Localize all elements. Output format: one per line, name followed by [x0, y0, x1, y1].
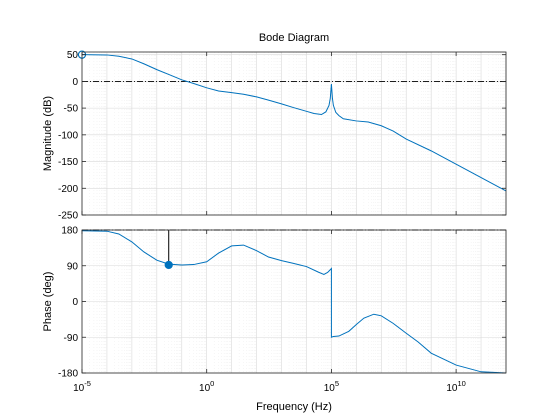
magnitude-y-ticks: 50 0 -50 -100 -150 -200 -250 — [58, 50, 506, 222]
magnitude-y-tick-label: -100 — [58, 130, 78, 141]
magnitude-y-tick-label: 0 — [72, 77, 78, 88]
magnitude-series-line — [81, 54, 507, 192]
x-tick-label: 105 — [324, 379, 339, 394]
x-tick-label: 1010 — [446, 379, 465, 394]
magnitude-x-ticks — [81, 52, 457, 215]
phase-y-tick-label: 0 — [72, 297, 78, 308]
magnitude-grid — [81, 52, 507, 216]
phase-y-tick-label: -180 — [58, 369, 78, 380]
phase-marker — [164, 230, 173, 270]
magnitude-panel: 50 0 -50 -100 -150 -200 -250 Magnitude (dB) — [42, 50, 507, 222]
phase-marker-point — [164, 260, 173, 270]
chart-title: Bode Diagram — [259, 32, 329, 44]
magnitude-y-tick-label: 50 — [67, 50, 79, 61]
magnitude-y-axis-label: Magnitude (dB) — [42, 96, 54, 171]
magnitude-y-tick-label: -250 — [58, 211, 78, 222]
phase-y-tick-label: 90 — [67, 261, 79, 272]
phase-y-tick-label: -90 — [64, 333, 79, 344]
phase-y-ticks: 180 90 0 -90 -180 — [58, 226, 506, 380]
magnitude-y-tick-label: -50 — [64, 104, 79, 115]
magnitude-y-tick-label: -150 — [58, 157, 78, 168]
magnitude-series — [81, 54, 507, 192]
magnitude-y-tick-label: -200 — [58, 184, 78, 195]
x-tick-label: 100 — [199, 379, 214, 394]
phase-y-tick-label: 180 — [61, 226, 78, 237]
x-tick-label: 10-5 — [73, 379, 91, 394]
phase-x-ticks: 10-5 100 105 1010 — [73, 230, 466, 394]
phase-panel: 180 90 0 -90 -180 10-5 100 105 1010 Phase (deg) — [42, 226, 507, 394]
phase-y-axis-label: Phase (deg) — [42, 272, 54, 332]
magnitude-axes-frame — [81, 51, 507, 216]
x-axis-label: Frequency (Hz) — [256, 401, 332, 413]
